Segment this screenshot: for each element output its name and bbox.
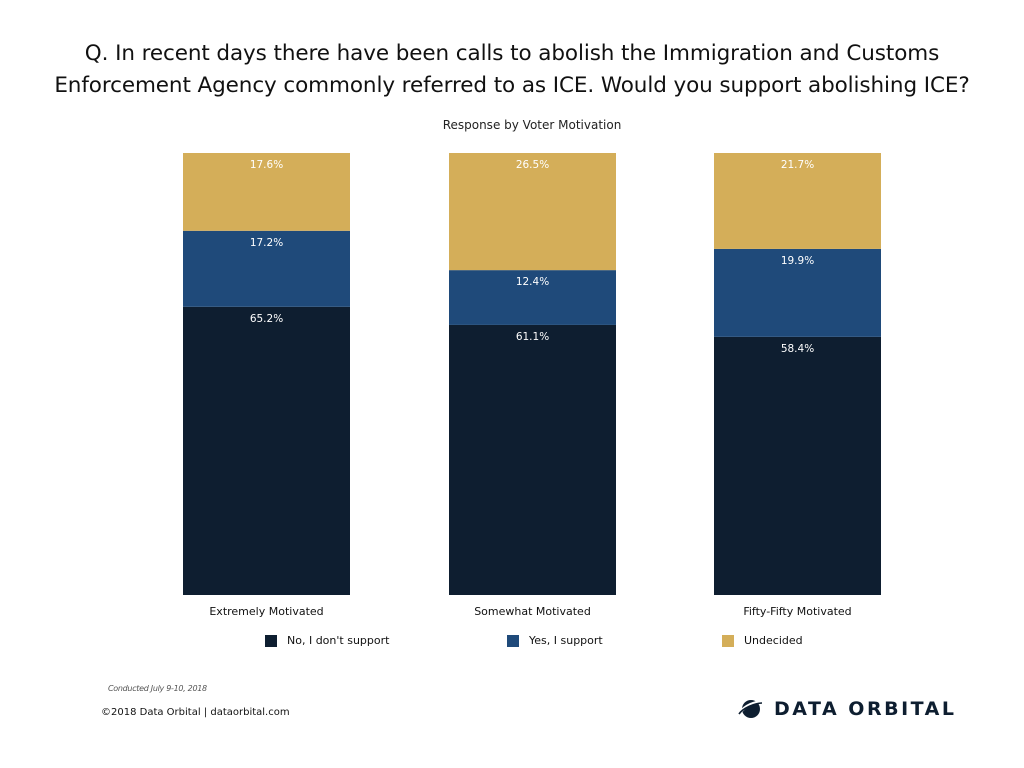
bar-segment-no-fifty-fifty-motivated [714, 336, 881, 595]
bar-segment-yes-fifty-fifty-motivated [714, 248, 881, 337]
bar-segment-yes-somewhat-motivated [449, 270, 616, 325]
bar-segment-undecided-extremely-motivated [183, 153, 350, 231]
copyright-notice: ©2018 Data Orbital | dataorbital.com [101, 707, 290, 718]
legend-swatch-no [265, 634, 277, 647]
survey-date-footnote: Conducted July 9-10, 2018 [108, 684, 207, 693]
data-label-undecided-fifty-fifty-motivated: 21.7% [781, 159, 814, 171]
bar-segment-no-somewhat-motivated [449, 324, 616, 595]
legend-item-undecided: Undecided [722, 634, 803, 647]
bar-segment-no-extremely-motivated [183, 306, 350, 595]
legend-swatch-undecided [722, 634, 734, 647]
chart-title: Q. In recent days there have been calls … [40, 38, 984, 102]
legend-item-no: No, I don't support [265, 634, 389, 647]
category-label-somewhat-motivated: Somewhat Motivated [474, 605, 591, 618]
chart-subtitle: Response by Voter Motivation [442, 118, 622, 132]
chart-title-line-1: Q. In recent days there have been calls … [84, 41, 940, 66]
data-label-no-extremely-motivated: 65.2% [250, 313, 283, 325]
data-label-yes-somewhat-motivated: 12.4% [516, 276, 549, 288]
bar-segment-undecided-somewhat-motivated [449, 153, 616, 271]
brand-logo: DATA ORBITAL [738, 696, 956, 722]
data-label-yes-extremely-motivated: 17.2% [250, 237, 283, 249]
legend-item-yes: Yes, I support [507, 634, 603, 647]
category-label-fifty-fifty-motivated: Fifty-Fifty Motivated [743, 605, 851, 618]
data-label-yes-fifty-fifty-motivated: 19.9% [781, 255, 814, 267]
category-label-extremely-motivated: Extremely Motivated [209, 605, 323, 618]
legend-label-undecided: Undecided [744, 634, 803, 647]
legend-label-no: No, I don't support [287, 634, 390, 647]
legend-label-yes: Yes, I support [529, 634, 603, 647]
bar-segment-undecided-fifty-fifty-motivated [714, 153, 881, 249]
data-label-undecided-extremely-motivated: 17.6% [250, 159, 283, 171]
bar-segment-yes-extremely-motivated [183, 230, 350, 307]
data-label-undecided-somewhat-motivated: 26.5% [516, 159, 549, 171]
brand-name: DATA ORBITAL [774, 698, 957, 720]
data-label-no-fifty-fifty-motivated: 58.4% [781, 343, 814, 355]
data-orbital-logo-icon [738, 700, 764, 718]
data-label-no-somewhat-motivated: 61.1% [516, 331, 549, 343]
chart-title-line-2: Enforcement Agency commonly referred to … [54, 73, 970, 98]
legend-swatch-yes [507, 634, 519, 647]
